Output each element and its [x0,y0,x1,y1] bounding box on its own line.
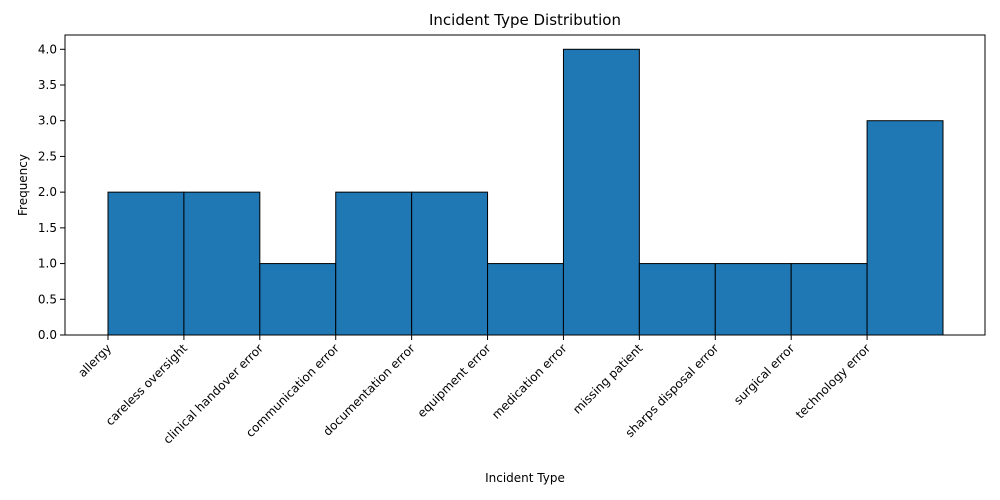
bar-allergy [107,191,185,336]
bar-equipment-error [487,263,564,336]
y-tick-label: 4.0 [38,42,57,56]
x-axis-label: Incident Type [485,471,565,485]
x-tick-label: surgical error [731,341,797,407]
x-tick-label: medication error [489,341,570,422]
y-axis-ticks: 0.0 0.5 1.0 1.5 2.0 2.5 3.0 3.5 4.0 [38,42,65,342]
bars-group [107,48,944,336]
bar-careless-oversight [183,191,261,336]
y-tick-label: 2.5 [38,149,57,163]
y-tick-label: 1.5 [38,221,57,235]
y-tick-label: 1.0 [38,257,57,271]
y-tick-label: 2.0 [38,185,57,199]
x-tick-label: careless oversight [103,341,190,428]
bar-communication-error [335,191,413,336]
x-tick-label: allergy [75,341,114,380]
chart-title: Incident Type Distribution [429,11,621,29]
bar-documentation-error [411,191,489,336]
y-tick-label: 3.0 [38,114,57,128]
y-axis-label: Frequency [16,154,30,216]
bar-sharps-disposal-error [714,263,792,336]
y-tick-label: 0.5 [38,292,57,306]
bar-missing-patient [638,263,716,336]
y-tick-label: 3.5 [38,78,57,92]
x-tick-label: equipment error [415,341,494,420]
plot-frame [64,34,986,336]
bar-surgical-error [790,263,868,336]
x-tick-label: missing patient [570,341,646,417]
bar-clinical-handover-error [259,263,337,336]
bar-technology-error [866,120,944,336]
y-tick-label: 0.0 [38,328,57,342]
bar-medication-error [562,48,640,336]
x-tick-label: technology error [793,341,873,421]
